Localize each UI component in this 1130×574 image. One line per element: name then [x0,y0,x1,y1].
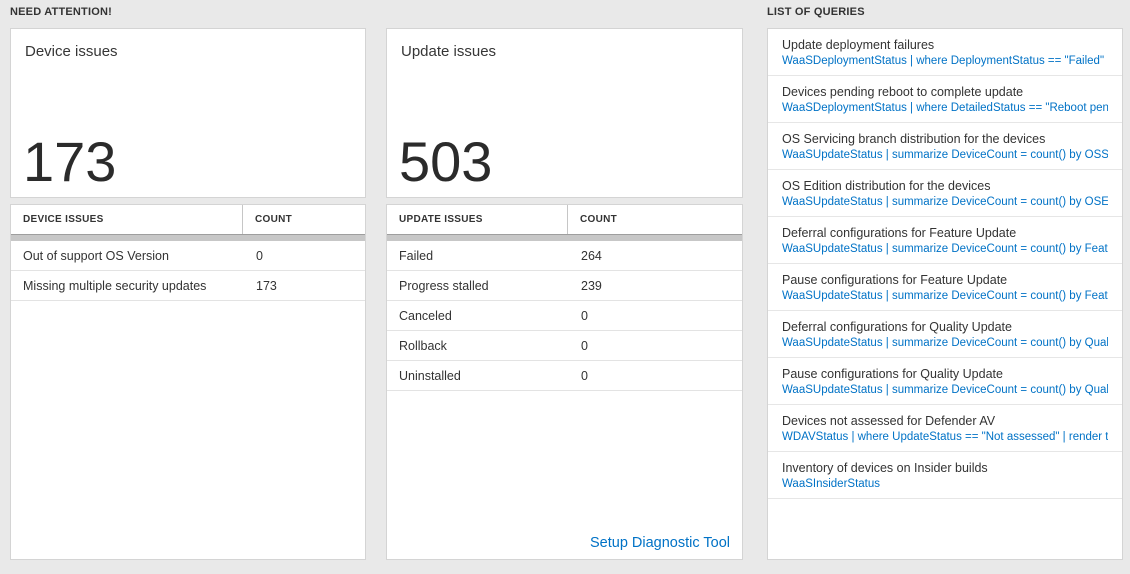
device-issues-tile[interactable]: Device issues 173 [10,28,366,198]
query-title: Devices not assessed for Defender AV [782,414,996,428]
queries-panel: Update deployment failures WaaSDeploymen… [767,28,1123,560]
issue-count: 173 [256,278,277,293]
query-item[interactable]: Update deployment failures WaaSDeploymen… [768,29,1122,76]
update-issues-tile[interactable]: Update issues 503 [386,28,743,198]
update-issues-column: Update issues 503 UPDATE ISSUES COUNT Fa… [386,4,743,560]
device-table-header: DEVICE ISSUES COUNT [11,205,365,235]
query-code: WaaSInsiderStatus [782,478,881,490]
query-code: WaaSUpdateStatus | summarize DeviceCount… [782,149,1108,161]
query-item[interactable]: OS Servicing branch distribution for the… [768,123,1122,170]
setup-diagnostic-tool-link[interactable]: Setup Diagnostic Tool [590,535,730,551]
query-code: WaaSUpdateStatus | summarize DeviceCount… [782,384,1108,396]
query-item[interactable]: Pause configurations for Feature Update … [768,264,1122,311]
query-title: Update deployment failures [782,38,935,52]
table-row[interactable]: Uninstalled 0 [387,361,742,391]
table-row[interactable]: Missing multiple security updates 173 [11,271,365,301]
update-table-header: UPDATE ISSUES COUNT [387,205,742,235]
issue-count: 0 [256,248,263,263]
update-issues-count: 503 [399,130,493,194]
query-code: WaaSUpdateStatus | summarize DeviceCount… [782,337,1108,349]
device-issues-count: 173 [23,130,117,194]
query-title: OS Servicing branch distribution for the… [782,132,1046,146]
query-item[interactable]: Pause configurations for Quality Update … [768,358,1122,405]
issue-label: Canceled [399,308,452,323]
update-column-header-spacer [386,4,743,20]
query-code: WaaSUpdateStatus | summarize DeviceCount… [782,196,1108,208]
device-issues-tile-title: Device issues [25,43,118,60]
query-title: Deferral configurations for Quality Upda… [782,320,1012,334]
query-item[interactable]: Devices not assessed for Defender AV WDA… [768,405,1122,452]
issue-count: 0 [581,368,588,383]
update-table-header-count: COUNT [580,214,618,225]
device-table-header-count: COUNT [255,214,293,225]
update-issues-table: UPDATE ISSUES COUNT Failed 264 Progress … [386,204,743,560]
query-item[interactable]: Deferral configurations for Feature Upda… [768,217,1122,264]
query-item[interactable]: Deferral configurations for Quality Upda… [768,311,1122,358]
issue-label: Missing multiple security updates [23,278,207,293]
table-row[interactable]: Progress stalled 239 [387,271,742,301]
list-of-queries-header: LIST OF QUERIES [767,6,865,18]
issue-count: 239 [581,278,602,293]
issue-count: 0 [581,338,588,353]
query-code: WaaSUpdateStatus | summarize DeviceCount… [782,243,1108,255]
issue-count: 0 [581,308,588,323]
query-title: Devices pending reboot to complete updat… [782,85,1024,99]
table-divider [11,235,365,241]
query-title: Deferral configurations for Feature Upda… [782,226,1017,240]
table-row[interactable]: Canceled 0 [387,301,742,331]
need-attention-header: NEED ATTENTION! [10,6,112,18]
queries-column: LIST OF QUERIES Update deployment failur… [767,4,1123,560]
table-row[interactable]: Rollback 0 [387,331,742,361]
device-issues-table: DEVICE ISSUES COUNT Out of support OS Ve… [10,204,366,560]
query-title: Inventory of devices on Insider builds [782,461,988,475]
query-title: Pause configurations for Quality Update [782,367,1003,381]
query-title: Pause configurations for Feature Update [782,273,1008,287]
issue-count: 264 [581,248,602,263]
query-item[interactable]: Inventory of devices on Insider builds W… [768,452,1122,499]
device-issues-column: NEED ATTENTION! Device issues 173 DEVICE… [10,4,366,560]
device-table-header-issue: DEVICE ISSUES [11,205,243,234]
query-title: OS Edition distribution for the devices [782,179,991,193]
table-row[interactable]: Failed 264 [387,241,742,271]
issue-label: Out of support OS Version [23,248,169,263]
query-code: WaaSUpdateStatus | summarize DeviceCount… [782,290,1108,302]
issue-label: Rollback [399,338,447,353]
query-code: WaaSDeploymentStatus | where DeploymentS… [782,55,1108,67]
query-code: WDAVStatus | where UpdateStatus == "Not … [782,431,1108,443]
table-row[interactable]: Out of support OS Version 0 [11,241,365,271]
update-issues-tile-title: Update issues [401,43,497,60]
query-code: WaaSDeploymentStatus | where DetailedSta… [782,102,1108,114]
issue-label: Failed [399,248,434,263]
issue-label: Progress stalled [399,278,489,293]
query-item[interactable]: OS Edition distribution for the devices … [768,170,1122,217]
update-table-header-issue: UPDATE ISSUES [387,205,568,234]
table-divider [387,235,742,241]
issue-label: Uninstalled [399,368,461,383]
query-item[interactable]: Devices pending reboot to complete updat… [768,76,1122,123]
